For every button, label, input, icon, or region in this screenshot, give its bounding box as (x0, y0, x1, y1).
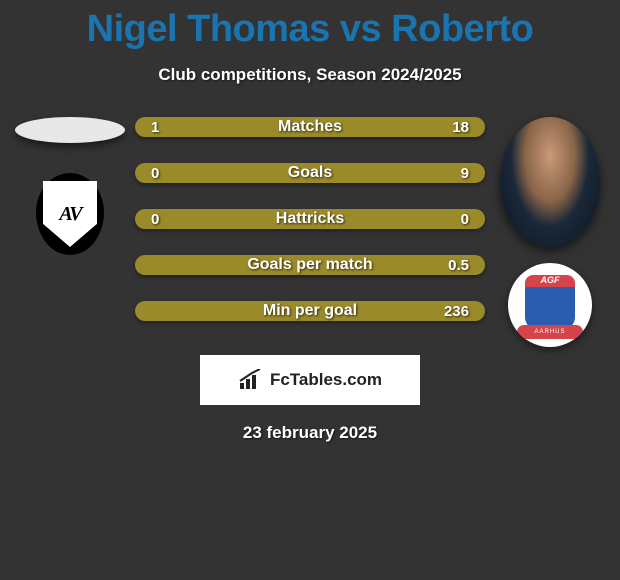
stat-label: Goals per match (247, 256, 372, 274)
stat-row: Goals per match 0.5 (135, 255, 485, 275)
stat-right-value: 236 (444, 303, 469, 320)
page-title: Nigel Thomas vs Roberto (0, 0, 620, 51)
branding-badge: FcTables.com (200, 355, 420, 405)
stat-right-value: 0 (461, 211, 469, 228)
stat-bars: 1 Matches 18 0 Goals 9 0 Hattricks 0 Goa… (135, 117, 485, 321)
page-subtitle: Club competitions, Season 2024/2025 (0, 65, 620, 85)
stat-row: Min per goal 236 (135, 301, 485, 321)
stat-left-value: 0 (151, 211, 159, 228)
stat-label: Matches (278, 118, 342, 136)
stat-row: 1 Matches 18 (135, 117, 485, 137)
stat-right-value: 18 (452, 119, 469, 136)
stat-label: Goals (288, 164, 332, 182)
branding-chart-icon (238, 369, 264, 391)
left-club-badge: AV (20, 171, 120, 257)
footer-date: 23 february 2025 (0, 423, 620, 443)
comparison-panel: AV AGF AARHUS 1 Matches 18 0 Goals 9 0 H… (0, 117, 620, 443)
right-player-column: AGF AARHUS (490, 117, 610, 347)
stat-right-value: 9 (461, 165, 469, 182)
branding-text: FcTables.com (270, 370, 382, 390)
right-player-avatar (500, 117, 600, 247)
stat-row: 0 Goals 9 (135, 163, 485, 183)
left-player-column: AV (10, 117, 130, 257)
stat-label: Hattricks (276, 210, 344, 228)
stat-left-value: 0 (151, 165, 159, 182)
stat-right-value: 0.5 (448, 257, 469, 274)
right-club-badge: AGF AARHUS (508, 263, 592, 347)
left-player-avatar (15, 117, 125, 143)
stat-left-value: 1 (151, 119, 159, 136)
stat-label: Min per goal (263, 302, 357, 320)
stat-row: 0 Hattricks 0 (135, 209, 485, 229)
